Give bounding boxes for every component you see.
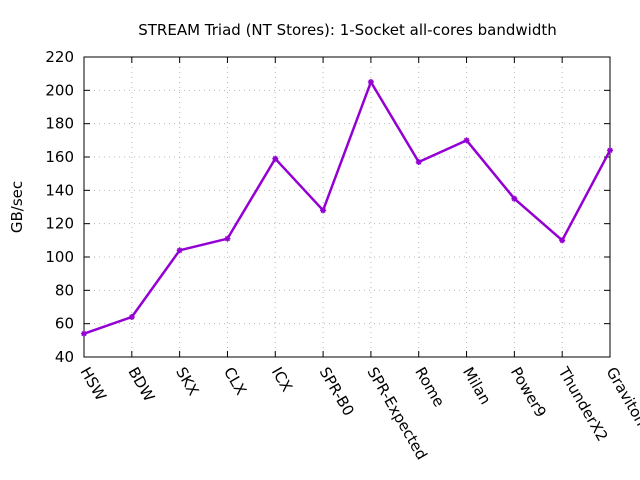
x-tick-label: HSW [77, 364, 110, 404]
x-tick-label: Rome [411, 364, 448, 410]
data-point [463, 137, 470, 144]
data-point [81, 330, 87, 337]
y-axis-label: GB/sec [8, 181, 26, 233]
data-point [559, 237, 566, 244]
data-point [128, 314, 135, 320]
data-point [367, 79, 374, 85]
data-point [511, 195, 518, 202]
y-axis-ticks: 40 60 80 100 120 140 160 180 200 220 [45, 48, 610, 366]
y-tick-label: 180 [45, 115, 74, 133]
data-point [224, 235, 231, 242]
x-tick-label: BDW [124, 364, 158, 405]
x-tick-label: Graviton [603, 364, 640, 429]
x-tick-label: SPR-B0 [316, 364, 358, 419]
x-tick-label: CLX [220, 364, 250, 398]
x-tick-label: Power9 [507, 364, 550, 421]
y-tick-label: 200 [45, 81, 74, 99]
x-tick-label: ICX [268, 364, 296, 395]
y-tick-label: 60 [55, 315, 74, 333]
data-point [607, 147, 613, 154]
y-tick-label: 80 [55, 281, 74, 299]
y-tick-label: 220 [45, 48, 74, 66]
y-tick-label: 140 [45, 181, 74, 199]
x-tick-label: SKX [172, 364, 202, 399]
y-tick-label: 160 [45, 148, 74, 166]
chart-title: STREAM Triad (NT Stores): 1-Socket all-c… [138, 21, 557, 39]
x-tick-label: ThunderX2 [554, 363, 611, 444]
y-tick-label: 40 [55, 348, 74, 366]
series-line [83, 80, 612, 335]
data-point [320, 207, 327, 214]
data-point [272, 155, 279, 162]
grid [84, 57, 610, 357]
data-point [176, 247, 183, 254]
y-tick-label: 120 [45, 215, 74, 233]
series-layer [81, 79, 613, 337]
y-tick-label: 100 [45, 248, 74, 266]
plot-frame [83, 56, 611, 358]
x-tick-label: Milan [459, 364, 495, 408]
data-point [415, 159, 422, 165]
